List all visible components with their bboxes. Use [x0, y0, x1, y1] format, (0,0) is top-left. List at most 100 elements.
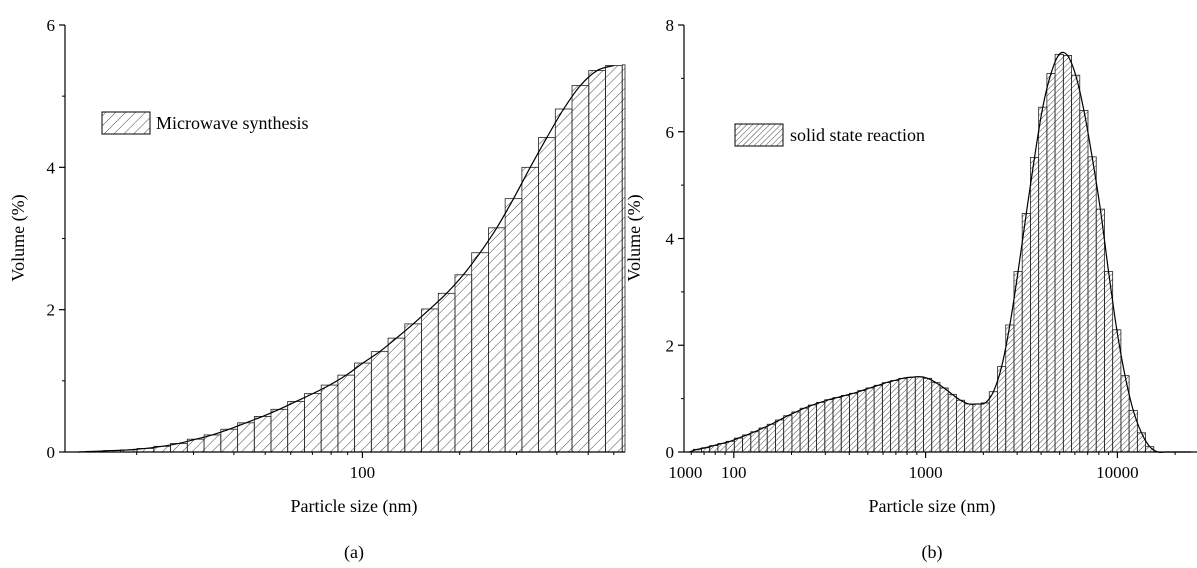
distribution-curve-b	[688, 51, 1191, 453]
bar	[1013, 271, 1023, 453]
y-tick-label: 2	[666, 336, 675, 355]
x-tick-label: 1000	[668, 463, 702, 482]
bar	[554, 108, 573, 453]
bar	[1030, 156, 1040, 453]
bar	[816, 401, 826, 453]
y-tick-label: 2	[47, 301, 56, 320]
bar	[923, 377, 933, 453]
bar	[421, 308, 439, 453]
bar	[521, 166, 539, 453]
bar	[1095, 208, 1105, 453]
panel-label-b: (b)	[922, 542, 943, 563]
bar	[488, 227, 506, 453]
legend-label-a: Microwave synthesis	[156, 113, 308, 133]
bar	[571, 85, 590, 453]
bar	[1136, 432, 1146, 453]
bar	[742, 434, 752, 453]
bar	[404, 323, 422, 453]
bar	[947, 393, 957, 453]
bar	[766, 423, 776, 453]
bar	[1087, 156, 1097, 453]
x-ticks-a: 100 1000	[136, 452, 702, 482]
x-axis-label-a: Particle size (nm)	[291, 496, 418, 517]
x-tick-label: 100	[350, 463, 376, 482]
bar	[1054, 53, 1064, 453]
bar	[1128, 409, 1138, 453]
bar	[873, 384, 883, 453]
bar	[865, 387, 875, 453]
y-tick-label: 6	[47, 16, 56, 35]
bar	[471, 252, 489, 453]
bar	[906, 376, 916, 453]
bar	[898, 377, 908, 453]
y-tick-label: 0	[47, 443, 56, 462]
x-axis-label-b: Particle size (nm)	[869, 496, 996, 517]
bar	[890, 380, 900, 453]
bar	[203, 434, 222, 453]
chart-panel-a: 0 2 4 6 100 1000 Volume (%) Particle size (n…	[8, 16, 702, 563]
legend-swatch-b	[734, 123, 784, 147]
x-tick-label: 10000	[1096, 463, 1139, 482]
bar	[304, 393, 322, 453]
bar	[1038, 106, 1048, 453]
bar	[988, 391, 998, 453]
y-axis-label-a: Volume (%)	[8, 194, 29, 281]
bar	[972, 403, 982, 453]
bar	[832, 397, 842, 453]
bar	[1079, 110, 1089, 453]
distribution-curve-a	[78, 64, 615, 453]
bar	[1104, 271, 1114, 453]
legend-label-b: solid state reaction	[790, 125, 925, 145]
bar	[799, 407, 809, 453]
y-tick-label: 6	[666, 123, 675, 142]
bar	[253, 416, 272, 453]
bar	[824, 399, 834, 453]
bar	[1046, 73, 1056, 453]
bar	[783, 415, 793, 453]
y-ticks-b: 0 2 4 6 8	[666, 16, 684, 462]
bar	[980, 402, 990, 453]
y-tick-label: 0	[666, 443, 675, 462]
bar	[775, 419, 785, 453]
bars-group-b	[692, 53, 1155, 453]
bar	[387, 337, 406, 453]
x-tick-label: 1000	[909, 463, 943, 482]
bar	[1021, 213, 1031, 453]
bar	[538, 137, 556, 453]
y-tick-label: 8	[666, 16, 675, 35]
bar	[997, 366, 1007, 453]
bar	[931, 382, 941, 453]
bar	[857, 390, 867, 453]
bar	[840, 395, 850, 453]
bar	[964, 403, 974, 453]
bar	[588, 70, 606, 453]
legend-swatch-a	[101, 111, 151, 135]
bar	[807, 404, 817, 453]
bar	[939, 387, 949, 453]
y-axis-label-b: Volume (%)	[624, 194, 645, 281]
bar	[370, 351, 389, 453]
bar	[354, 362, 372, 453]
bar	[725, 440, 735, 453]
y-tick-label: 4	[666, 230, 675, 249]
legend-b: solid state reaction	[734, 123, 925, 147]
y-tick-label: 4	[47, 158, 56, 177]
bar	[220, 428, 239, 453]
bars-group-a	[86, 64, 626, 453]
bar	[914, 376, 924, 453]
bar	[270, 408, 289, 453]
chart-panel-b: 0 2 4 6 8 100 1000 10000 Volume (%) Particle s…	[624, 16, 1197, 563]
bar	[881, 382, 891, 453]
x-ticks-b: 100 1000 10000	[690, 452, 1176, 482]
bar	[955, 399, 966, 453]
bar	[1062, 55, 1072, 453]
y-ticks-a: 0 2 4 6	[47, 16, 65, 462]
bar	[750, 431, 760, 453]
bar	[605, 65, 623, 453]
bar	[320, 384, 339, 453]
bar	[287, 401, 305, 453]
bar	[454, 274, 473, 453]
bar	[733, 437, 743, 453]
bar	[791, 411, 801, 453]
